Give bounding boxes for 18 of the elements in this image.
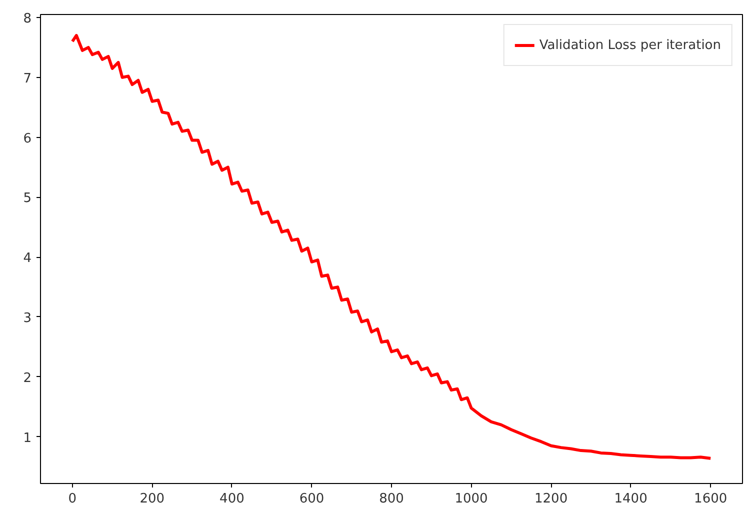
y-tick-label: 6	[23, 131, 32, 146]
y-tick-label: 4	[23, 251, 32, 266]
x-tick-label: 1200	[534, 492, 568, 506]
x-tick-label: 1400	[614, 492, 648, 506]
legend-label: Validation Loss per iteration	[539, 38, 721, 52]
x-tick-label: 1600	[694, 492, 728, 506]
y-tick-label: 5	[23, 191, 32, 206]
y-tick-label: 7	[23, 71, 32, 86]
x-tick-label: 0	[68, 492, 77, 506]
y-tick-label: 3	[23, 310, 32, 326]
x-tick-label: 1000	[454, 492, 488, 506]
x-tick-label: 400	[220, 492, 244, 506]
y-tick-label: 8	[23, 11, 32, 26]
y-tick-label: 1	[23, 430, 32, 446]
x-tick-label: 200	[140, 492, 165, 506]
y-tick-label: 2	[23, 370, 32, 386]
x-tick-label: 600	[299, 492, 324, 506]
x-tick-label: 800	[379, 492, 404, 506]
